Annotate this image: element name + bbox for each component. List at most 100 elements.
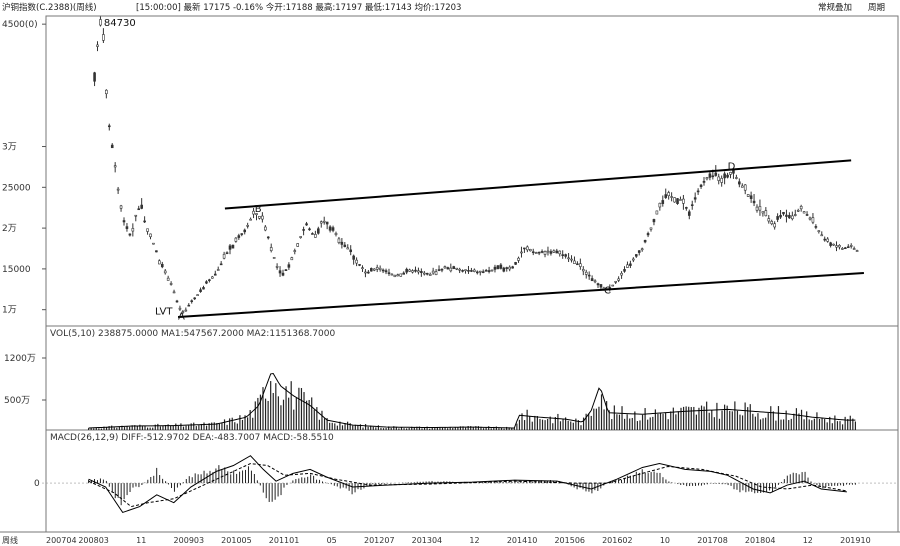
price-candle-body	[735, 177, 738, 179]
price-candle-body	[693, 197, 697, 200]
price-candle-body	[134, 214, 138, 217]
price-candle-body	[128, 233, 132, 236]
price-candle-body	[723, 173, 726, 179]
price-candle-body	[720, 178, 723, 183]
price-candle-body	[455, 267, 458, 270]
price-candle-body	[308, 228, 311, 231]
price-y-tick-label: 4500(0)	[2, 20, 38, 30]
price-candle-body	[791, 215, 794, 220]
instrument-title: 沪铜指数(C.2388)(周线)	[2, 3, 97, 13]
period-button[interactable]: 周期	[868, 3, 886, 13]
price-candle-body	[779, 214, 782, 218]
price-candle-body	[711, 175, 715, 178]
price-candle-body	[776, 216, 779, 220]
price-candle-body	[835, 245, 838, 248]
price-candle-body	[785, 214, 788, 217]
price-candle-body	[802, 211, 806, 214]
x-tick-label: 200704	[46, 536, 77, 545]
price-annotation-d: D	[728, 161, 736, 172]
price-candle-body	[805, 214, 809, 216]
price-candle-body	[643, 239, 647, 243]
trendline-lower	[177, 271, 864, 319]
price-candle-body	[564, 254, 567, 257]
price-candle-body	[523, 247, 526, 250]
price-candle-body	[496, 265, 500, 270]
x-tick-label: 11	[136, 536, 146, 545]
price-candle-body	[637, 250, 641, 253]
price-candle-body	[290, 257, 294, 261]
price-candle-body	[799, 206, 803, 210]
price-candle-body	[281, 272, 285, 276]
price-candle-body	[481, 271, 485, 273]
price-candle-body	[473, 269, 476, 272]
price-candle-body	[131, 228, 135, 232]
price-candle-body	[243, 229, 247, 233]
price-candle-body	[832, 243, 835, 246]
price-candle-body	[520, 251, 523, 254]
price-candle-body	[567, 257, 570, 260]
price-candle-body	[796, 209, 800, 212]
price-candle-body	[793, 214, 797, 216]
price-candle-body	[408, 269, 411, 272]
price-candle-body	[275, 266, 279, 268]
price-candle-body	[302, 229, 305, 231]
price-candle-body	[743, 184, 747, 191]
price-candle-body	[576, 263, 579, 266]
price-candle-body	[446, 267, 450, 270]
x-tick-label: 201005	[221, 536, 252, 545]
price-candle-body	[181, 311, 185, 313]
price-candle-body	[755, 206, 759, 211]
price-candle-body	[199, 289, 202, 292]
price-candle-body	[428, 273, 432, 276]
price-candle-body	[511, 266, 514, 269]
price-candle-body	[640, 248, 644, 251]
price-candle-body	[493, 266, 497, 270]
price-candle-body	[738, 181, 741, 185]
price-candle-body	[381, 269, 385, 272]
price-candle-body	[208, 279, 211, 281]
price-candle-body	[508, 266, 511, 270]
price-candle-body	[726, 174, 729, 178]
price-candle-body	[526, 246, 529, 251]
price-candle-body	[579, 263, 582, 267]
price-candle-body	[196, 294, 199, 296]
price-candle-body	[764, 210, 768, 217]
x-tick-label: 201207	[364, 536, 395, 545]
price-candle-body	[629, 263, 632, 266]
price-candle-body	[658, 202, 662, 208]
price-candle-body	[225, 252, 229, 254]
price-candle-body	[649, 227, 653, 230]
price-candle-body	[661, 200, 665, 204]
x-tick-label: 201506	[554, 536, 585, 545]
price-candle-body	[334, 233, 338, 235]
price-candle-body	[143, 220, 146, 223]
view-toggle-button[interactable]: 常规叠加	[818, 3, 853, 13]
macd-dea-line	[88, 463, 847, 508]
price-candle-body	[584, 271, 588, 275]
price-candle-body	[322, 220, 326, 223]
macd-panel-frame	[45, 429, 899, 533]
x-tick-label: 201304	[412, 536, 443, 545]
price-candle-body	[729, 171, 732, 175]
price-candle-body	[573, 260, 576, 264]
x-tick-label: 10	[660, 536, 670, 545]
price-candle-body	[384, 270, 388, 273]
price-candle-body	[673, 197, 676, 203]
price-candle-body	[531, 251, 535, 254]
price-candle-body	[676, 198, 679, 204]
price-candle-body	[261, 215, 264, 220]
price-candle-body	[393, 274, 397, 278]
price-candle-body	[749, 195, 753, 199]
price-y-tick-label: 15000	[2, 265, 31, 275]
price-y-tick-label: 2万	[2, 224, 17, 234]
price-candle-body	[349, 249, 353, 253]
price-candle-body	[387, 272, 391, 274]
price-candle-body	[278, 270, 282, 274]
price-candle-body	[437, 269, 441, 271]
price-candle-body	[620, 272, 623, 276]
price-candle-body	[632, 258, 635, 261]
price-candle-body	[405, 268, 408, 273]
price-candle-body	[211, 276, 214, 279]
x-tick-label: 201708	[697, 536, 728, 545]
price-candle-body	[372, 268, 376, 271]
